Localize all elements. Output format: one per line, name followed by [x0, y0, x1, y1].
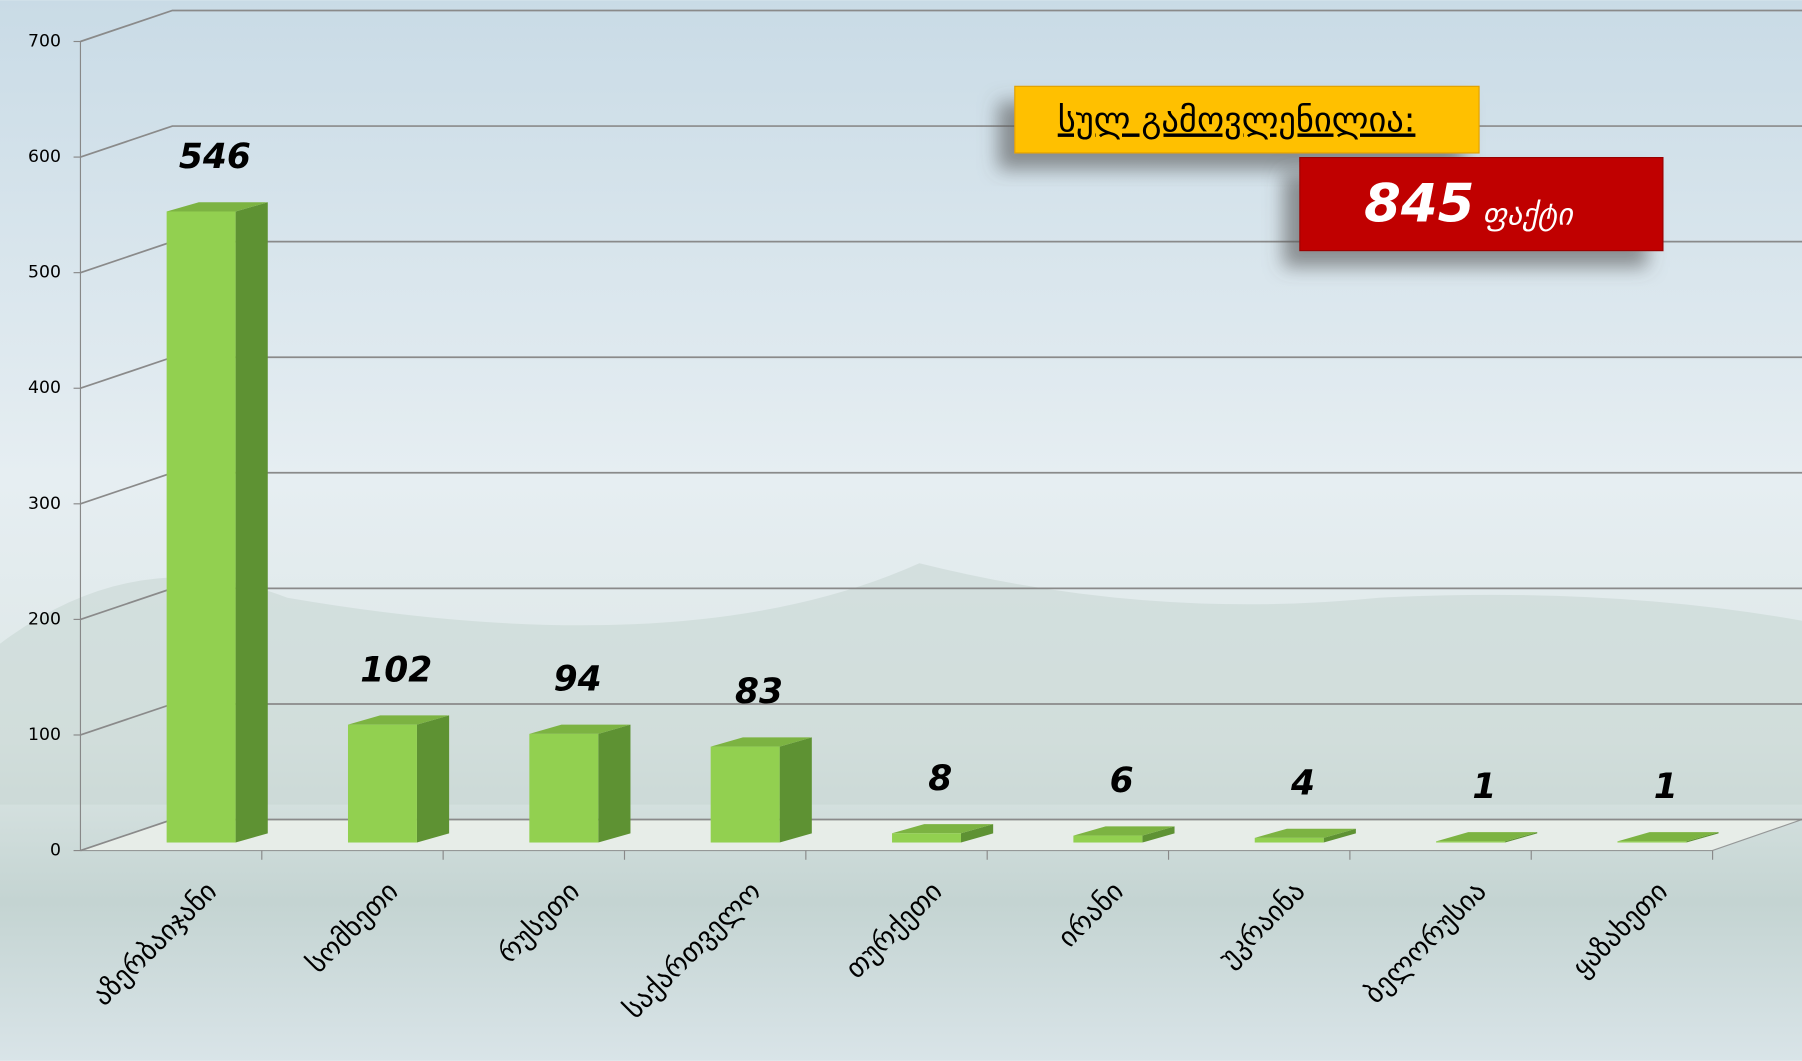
bar	[347, 715, 450, 843]
bar-side	[598, 724, 631, 843]
bar	[529, 724, 631, 843]
y-tick-label: 100	[28, 725, 61, 745]
bar	[1617, 832, 1719, 843]
total-label: სულ გამოვლენილია:	[1058, 100, 1416, 140]
bar-top	[1617, 832, 1719, 842]
bar-side	[235, 202, 268, 843]
y-tick-label: 400	[28, 378, 61, 398]
bar-top	[892, 824, 994, 834]
bar-front	[710, 746, 780, 843]
bar-front	[347, 724, 417, 843]
bar	[1073, 826, 1175, 843]
bar-top	[529, 724, 631, 734]
y-tick-label: 500	[28, 263, 61, 283]
data-label: 8	[928, 759, 952, 799]
bar	[166, 202, 268, 843]
data-label: 1	[1654, 767, 1678, 807]
bar-front	[529, 733, 599, 843]
bar	[710, 737, 812, 843]
building-silhouette	[0, 563, 1802, 805]
y-tick-label: 600	[28, 147, 61, 167]
total-unit: ფაქტი	[1483, 198, 1576, 233]
y-tick-label: 300	[28, 494, 61, 514]
bar-top	[347, 715, 450, 725]
data-label: 1	[1472, 767, 1496, 807]
data-label: 94	[554, 660, 602, 700]
bar-top	[1073, 826, 1175, 836]
bar-side	[1323, 828, 1356, 843]
bar	[1436, 832, 1538, 843]
bar-front	[1617, 841, 1687, 843]
bar-front	[1254, 837, 1324, 843]
bar-front	[892, 833, 961, 843]
bar-side	[960, 824, 994, 843]
bar	[892, 824, 994, 843]
bar-front	[166, 211, 236, 843]
data-label: 6	[1110, 761, 1134, 801]
data-label: 102	[360, 650, 432, 690]
total-label-box	[1014, 85, 1480, 154]
bar-top	[1254, 828, 1356, 838]
y-tick-label: 200	[28, 609, 61, 629]
bar-side	[779, 737, 812, 843]
bar-top	[166, 202, 268, 212]
y-tick-label: 0	[50, 841, 61, 861]
bar-top	[710, 737, 812, 747]
grid-line	[80, 9, 1802, 43]
data-label: 83	[735, 672, 783, 712]
bar-side	[1505, 832, 1538, 843]
total-value-box	[1299, 156, 1664, 252]
bar-front	[1436, 841, 1506, 843]
data-label: 4	[1290, 764, 1315, 804]
bar-side	[1686, 832, 1719, 843]
data-label: 546	[179, 137, 251, 177]
bar-top	[1436, 832, 1538, 842]
bar-front	[1073, 835, 1143, 843]
bar	[1254, 828, 1356, 843]
bar-side	[416, 715, 450, 843]
y-tick-label: 700	[28, 32, 61, 52]
total-value: 845	[1364, 174, 1474, 235]
bar-side	[1142, 826, 1175, 843]
